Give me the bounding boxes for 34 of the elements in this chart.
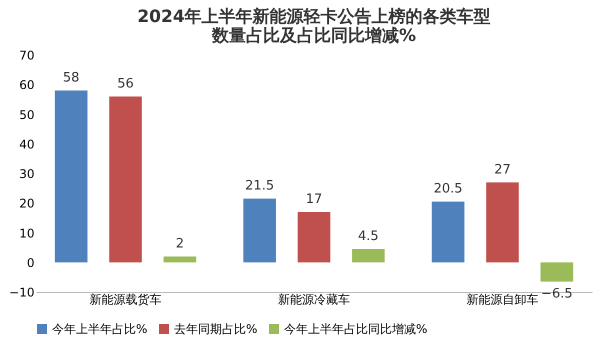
y-tick-label: 50	[19, 108, 34, 122]
legend-label: 去年同期占比%	[174, 322, 258, 336]
y-tick-label: 30	[19, 167, 34, 181]
x-tick-label: 新能源载货车	[90, 292, 162, 306]
bar	[352, 249, 385, 262]
bar	[109, 96, 142, 262]
data-label: 27	[494, 162, 511, 178]
chart-title: 2024年上半年新能源轻卡公告上榜的各类车型数量占比及占比同比增减%	[137, 7, 491, 46]
bar	[164, 256, 196, 262]
bar	[54, 90, 88, 262]
y-tick-label: −10	[9, 286, 34, 300]
data-label: 4.5	[358, 229, 379, 244]
x-tick-label: 新能源冷藏车	[278, 292, 350, 306]
legend-label: 今年上半年占比%	[52, 322, 148, 336]
y-tick-label: 20	[19, 196, 34, 211]
y-tick-label: 10	[19, 226, 34, 240]
data-label: −6.5	[541, 286, 573, 302]
data-label: 58	[62, 70, 80, 86]
data-label: 56	[117, 76, 134, 92]
y-tick-label: 0	[26, 256, 34, 270]
bar	[298, 212, 330, 262]
bar	[540, 262, 574, 282]
y-tick-label: 60	[19, 78, 34, 92]
data-label: 17	[306, 192, 322, 208]
y-tick-label: 40	[19, 137, 34, 152]
bar	[243, 198, 276, 262]
bar	[432, 202, 464, 262]
data-label: 21.5	[245, 178, 274, 194]
data-label: 20.5	[434, 182, 463, 197]
bar	[486, 182, 519, 262]
legend-label: 今年上半年占比同比增减%	[284, 322, 428, 336]
data-label: 2	[176, 236, 184, 252]
x-tick-label: 新能源自卸车	[466, 292, 538, 306]
y-tick-label: 70	[19, 48, 34, 62]
